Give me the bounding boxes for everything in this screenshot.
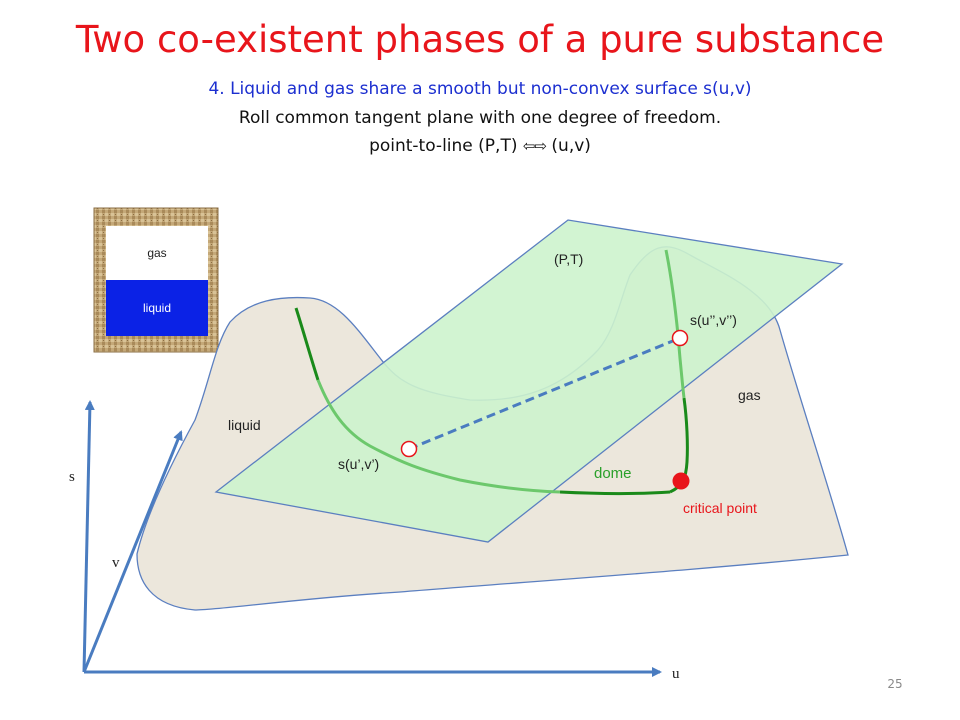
point-gas-label: s(u’’,v’’) (690, 312, 737, 328)
dome-bottom (559, 490, 671, 495)
container-illustration: gas liquid (93, 207, 219, 353)
liquid-region-label: liquid (228, 417, 261, 433)
subtitle-surface: 4. Liquid and gas share a smooth but non… (208, 79, 752, 99)
container-liquid-label: liquid (143, 301, 171, 315)
u-axis-label: u (672, 666, 680, 682)
container-gas-phase (106, 226, 208, 280)
liquid-branch-on-plane (316, 379, 561, 494)
point-liquid-marker (400, 440, 418, 458)
point-gas-marker (671, 329, 689, 347)
subtitle-tangent-plane: Roll common tangent plane with one degre… (238, 108, 722, 128)
plane-label: (P,T) (554, 251, 583, 267)
dome-label: dome (594, 465, 632, 482)
critical-point-label: critical point (683, 500, 757, 516)
gas-region-label: gas (738, 387, 761, 403)
tangent-plane (214, 219, 844, 543)
double-arrow-icon: ⇦⇨ (522, 137, 547, 155)
v-axis-label: v (112, 555, 120, 571)
page-number: 25 (887, 677, 903, 691)
container-gas-label: gas (147, 246, 166, 260)
uv-text: (u,v) (551, 136, 591, 156)
point-liquid-label: s(u’,v’) (338, 456, 379, 472)
coordinate-axes: s v u (69, 400, 680, 682)
slide-title: Two co-existent phases of a pure substan… (75, 18, 885, 61)
critical-point-marker (672, 472, 690, 490)
s-axis-label: s (69, 469, 75, 485)
container-liquid-phase (106, 280, 208, 336)
liquid-branch-upper (294, 307, 320, 381)
point-to-line-text: point-to-line (P,T) (369, 136, 518, 156)
subtitle-point-to-line: point-to-line (P,T) ⇦⇨ (u,v) (0, 136, 960, 156)
v-axis (82, 430, 183, 673)
s-axis (82, 400, 95, 673)
tie-line (408, 336, 681, 451)
